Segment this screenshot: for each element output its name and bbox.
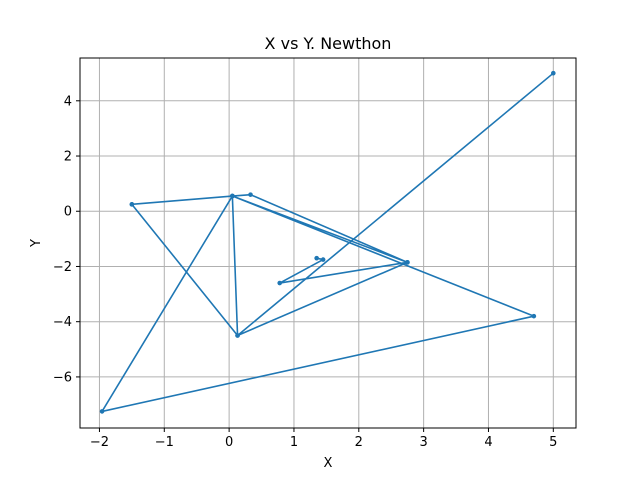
series-line [101,72,554,413]
y-tick-label: −2 [53,260,72,275]
data-point [230,193,235,199]
axis-ticks: −2 −1 0 1 2 3 4 5 −6 −4 −2 0 2 4 [53,94,558,450]
chart-title: X vs Y. Newthon [265,34,392,53]
y-tick-label: 4 [64,94,72,109]
data-point [405,260,410,265]
x-tick-label: 2 [355,435,363,450]
grid [80,58,576,428]
data-point [99,409,105,414]
y-tick-label: 0 [64,205,72,220]
x-tick-label: 4 [484,435,492,450]
y-axis-label: Y [29,239,44,248]
y-tick-label: −4 [53,315,72,330]
x-tick-label: 1 [290,435,298,450]
x-tick-label: 5 [549,435,557,450]
x-tick-label: −2 [90,435,109,450]
x-tick-label: 0 [225,435,233,450]
data-point [320,257,326,262]
y-tick-label: 2 [64,150,72,165]
data-point [277,280,282,286]
data-point [531,313,537,319]
x-axis-label: X [324,456,333,471]
data-point [248,192,253,197]
y-tick-label: −6 [53,370,72,385]
data-point [551,70,556,76]
data-point [314,255,319,261]
plot-frame [79,57,577,429]
x-tick-label: −1 [155,435,174,450]
series-layer [99,70,556,414]
data-point [235,333,240,338]
data-point [129,202,135,207]
x-tick-label: 3 [419,435,427,450]
